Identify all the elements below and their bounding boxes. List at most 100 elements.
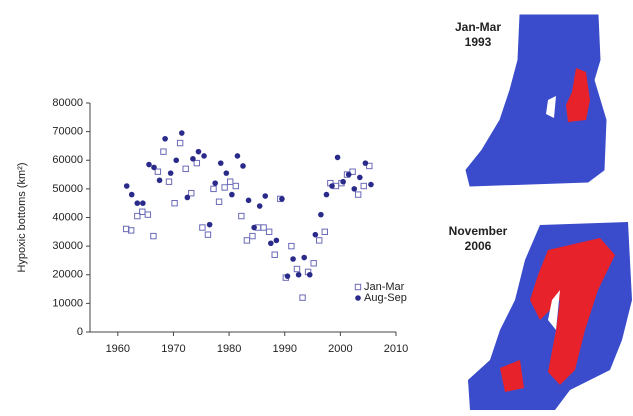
x-tick-label: 2010 (384, 343, 408, 355)
map-2006 (468, 222, 632, 410)
point (234, 153, 241, 159)
point (249, 232, 256, 240)
y-tick-label: 0 (77, 326, 83, 338)
point (290, 256, 296, 262)
point (182, 165, 189, 173)
point (190, 156, 196, 162)
y-axis-label: Hypoxic bottoms (km²) (16, 162, 28, 272)
point (345, 171, 352, 178)
point (260, 224, 267, 231)
point (366, 162, 373, 170)
point (354, 191, 362, 198)
point (279, 196, 285, 202)
map-1993 (465, 14, 607, 187)
point (134, 212, 141, 220)
point (171, 199, 178, 207)
point (368, 181, 374, 188)
y-tick-label: 40000 (52, 211, 83, 223)
point (199, 224, 206, 231)
point (295, 271, 302, 278)
point (293, 265, 301, 273)
point (357, 174, 363, 181)
point (318, 211, 324, 218)
point (227, 178, 234, 185)
legend-label: Aug-Sep (364, 292, 407, 304)
point (167, 170, 174, 176)
legend-label: Jan-Mar (364, 281, 405, 293)
point (351, 186, 358, 192)
point (195, 148, 202, 155)
point (215, 198, 223, 205)
point (238, 212, 245, 220)
point (271, 251, 278, 258)
point (240, 163, 246, 169)
point (146, 161, 152, 168)
point (217, 160, 224, 166)
y-tick-label: 70000 (52, 126, 83, 138)
y-tick-label: 10000 (52, 297, 83, 309)
point (162, 135, 168, 142)
x-tick-label: 1960 (106, 343, 130, 355)
y-tick-label: 50000 (52, 183, 83, 195)
point (284, 273, 291, 279)
point (210, 185, 217, 193)
legend-marker (354, 283, 362, 291)
point (256, 203, 263, 209)
map-caption: 2006 (465, 239, 492, 253)
point (223, 170, 230, 176)
point (179, 130, 185, 136)
x-tick-label: 1980 (217, 343, 241, 355)
point (306, 271, 313, 278)
point (140, 200, 146, 206)
point (265, 228, 273, 236)
point (349, 168, 356, 175)
map-caption: November (449, 224, 508, 238)
point (323, 191, 330, 198)
point (273, 237, 280, 244)
point (128, 191, 135, 198)
point (201, 153, 207, 159)
point (221, 184, 228, 191)
point (334, 154, 341, 161)
point (262, 193, 269, 199)
point (316, 237, 323, 244)
point (173, 157, 180, 164)
point (150, 232, 157, 240)
point (232, 182, 239, 190)
point (362, 160, 369, 166)
point (229, 191, 235, 198)
point (176, 139, 184, 147)
y-tick-label: 20000 (52, 269, 83, 281)
point (151, 164, 157, 171)
point (360, 182, 367, 190)
point (134, 200, 141, 206)
point (165, 178, 173, 185)
x-tick-label: 1970 (161, 343, 185, 355)
x-tick-label: 2000 (328, 343, 352, 355)
point (188, 189, 195, 197)
point (206, 221, 213, 228)
point (268, 240, 274, 247)
y-tick-label: 80000 (52, 97, 83, 109)
point (288, 242, 295, 250)
point (340, 178, 346, 185)
y-tick-label: 60000 (52, 154, 83, 166)
point (204, 231, 212, 238)
point (243, 237, 251, 244)
point (301, 254, 308, 261)
point (245, 197, 252, 204)
point (127, 227, 135, 234)
point (312, 231, 319, 238)
point (299, 294, 306, 301)
point (144, 211, 152, 218)
legend-marker (355, 295, 361, 301)
point (123, 183, 130, 189)
point (154, 168, 162, 175)
y-tick-label: 30000 (52, 240, 83, 252)
point (156, 177, 163, 184)
point (251, 224, 257, 231)
map-caption: 1993 (465, 35, 492, 49)
point (310, 260, 317, 267)
point (212, 180, 218, 186)
